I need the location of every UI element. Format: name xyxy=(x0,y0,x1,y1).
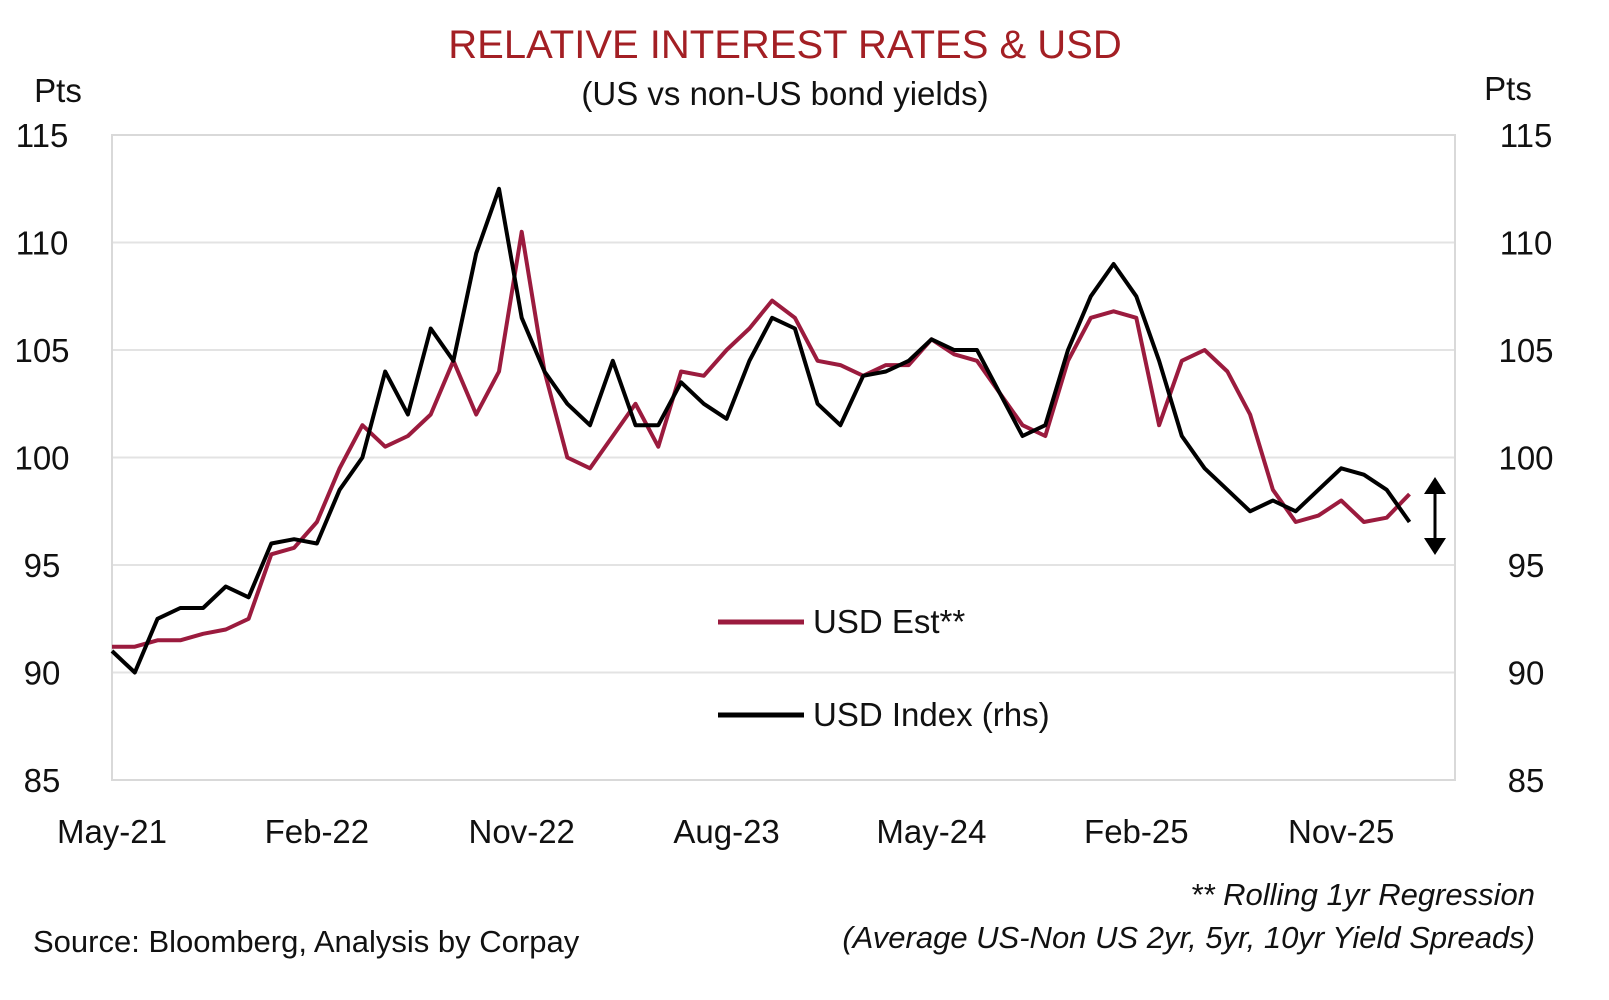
legend: USD Est** USD Index (rhs) xyxy=(718,603,1050,733)
right-axis-label: Pts xyxy=(1484,70,1532,107)
left-y-tick-label: 105 xyxy=(14,332,69,369)
chart-subtitle: (US vs non-US bond yields) xyxy=(581,75,988,112)
source-note: Source: Bloomberg, Analysis by Corpay xyxy=(33,924,580,959)
right-y-tick-label: 110 xyxy=(1500,225,1553,262)
right-y-tick-label: 85 xyxy=(1508,762,1545,799)
left-axis-label: Pts xyxy=(34,72,82,109)
x-ticks: May-21 Feb-22 Nov-22 Aug-23 May-24 Feb-25 Nov-… xyxy=(57,813,1394,850)
right-y-tick-label: 95 xyxy=(1508,547,1545,584)
right-y-tick-label: 115 xyxy=(1500,117,1553,154)
right-y-tick-label: 105 xyxy=(1498,332,1553,369)
series-lines xyxy=(110,186,1412,675)
left-y-tick-label: 90 xyxy=(24,655,61,692)
series-line-usd-index xyxy=(110,186,1412,675)
range-arrow-icon xyxy=(1424,477,1446,555)
x-tick-label: Aug-23 xyxy=(673,813,779,850)
legend-label-usd-est: USD Est** xyxy=(813,603,965,640)
left-y-tick-label: 95 xyxy=(24,547,61,584)
series-line-usd-est xyxy=(112,229,1411,649)
left-y-tick-label: 85 xyxy=(24,762,61,799)
left-y-ticks: 85 90 95 100 105 110 115 xyxy=(14,117,69,799)
footnote-regression: ** Rolling 1yr Regression xyxy=(1190,877,1535,912)
x-tick-label: Feb-25 xyxy=(1084,813,1189,850)
right-y-tick-label: 100 xyxy=(1498,440,1553,477)
x-tick-label: May-21 xyxy=(57,813,167,850)
left-y-tick-label: 100 xyxy=(14,440,69,477)
x-tick-label: May-24 xyxy=(876,813,986,850)
right-y-ticks: 85 90 95 100 105 110 115 xyxy=(1498,117,1553,799)
left-y-tick-label: 110 xyxy=(16,225,69,262)
x-tick-label: Nov-25 xyxy=(1288,813,1394,850)
chart-title: RELATIVE INTEREST RATES & USD xyxy=(448,23,1121,67)
left-y-tick-label: 115 xyxy=(16,117,69,154)
footnote-spreads: (Average US-Non US 2yr, 5yr, 10yr Yield … xyxy=(842,920,1535,955)
x-tick-label: Nov-22 xyxy=(469,813,575,850)
plot-area-border xyxy=(111,134,1456,781)
x-tick-label: Feb-22 xyxy=(265,813,370,850)
legend-label-usd-index: USD Index (rhs) xyxy=(813,696,1050,733)
right-y-tick-label: 90 xyxy=(1508,655,1545,692)
gridlines xyxy=(112,134,1455,781)
